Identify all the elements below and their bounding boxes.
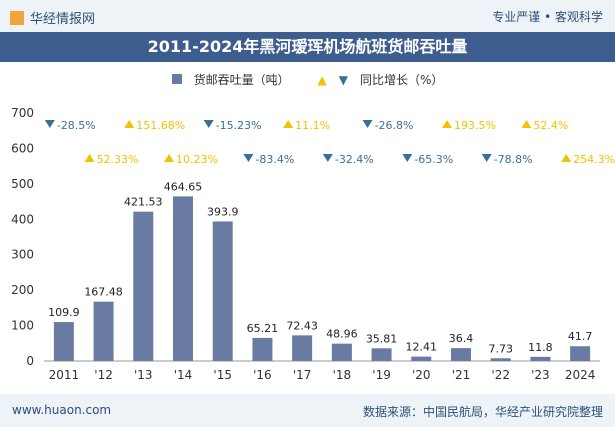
growth-down-marker (203, 120, 214, 128)
growth-up-marker (283, 120, 294, 128)
chart-title: 2011-2024年黑河瑷珲机场航班货邮吞吐量 (0, 32, 615, 62)
growth-label: -28.5% (57, 119, 96, 132)
y-tick-label: 400 (11, 212, 34, 226)
bar-value-label: 36.4 (449, 332, 474, 345)
x-tick-label: '13 (134, 368, 153, 382)
brand-logo-icon (10, 11, 24, 25)
growth-label: 193.5% (454, 119, 496, 132)
x-tick-label: '22 (491, 368, 510, 382)
growth-down-marker (362, 120, 373, 128)
bar (451, 348, 471, 361)
bar (292, 335, 313, 361)
bar-value-label: 72.43 (286, 319, 318, 332)
bar-value-label: 35.81 (366, 332, 398, 345)
bar-value-label: 7.73 (488, 342, 513, 355)
bar-value-label: 421.53 (124, 196, 163, 209)
bar (411, 356, 432, 361)
growth-label: 254.3% (573, 153, 615, 166)
bar (133, 211, 154, 361)
growth-label: -15.23% (216, 119, 262, 132)
x-tick-label: '20 (412, 368, 431, 382)
legend-item-volume: 货邮吞吐量（吨） (166, 71, 296, 88)
growth-label: 52.4% (533, 119, 568, 132)
bar (53, 322, 74, 361)
growth-down-marker (243, 154, 254, 162)
growth-label: 151.68% (136, 119, 185, 132)
bar-value-label: 12.41 (406, 341, 438, 354)
growth-up-marker (442, 120, 452, 128)
bar-value-label: 48.96 (326, 328, 358, 341)
y-tick-label: 700 (11, 106, 34, 120)
brand[interactable]: 华经情报网 (10, 8, 95, 27)
x-tick-label: 2011 (49, 368, 80, 382)
bar (490, 358, 511, 361)
growth-label: -78.8% (494, 153, 533, 166)
bar (93, 301, 114, 361)
x-tick-label: '21 (452, 368, 471, 382)
bar-value-label: 109.9 (48, 306, 80, 319)
x-tick-label: '15 (213, 368, 232, 382)
growth-label: -65.3% (414, 153, 453, 166)
footer-source: 数据来源：中国民航局，华经产业研究院整理 (362, 405, 603, 419)
x-tick-label: '23 (531, 368, 550, 382)
growth-label: 11.1% (295, 119, 330, 132)
x-tick-label: '18 (333, 368, 352, 382)
chart-plot: 0 100 200 300 400 500 600 700 109.9 2011 -28.5% 167… (11, 106, 615, 382)
y-tick-label: 0 (26, 354, 34, 368)
bar (173, 196, 193, 361)
x-tick-label: '16 (253, 368, 272, 382)
growth-label: -32.4% (335, 153, 374, 166)
bar-value-label: 464.65 (164, 180, 203, 193)
footer: www.huaon.com 数据来源：中国民航局，华经产业研究院整理 (0, 394, 615, 427)
growth-label: -26.8% (375, 119, 414, 132)
x-tick-label: '19 (372, 368, 391, 382)
bar (371, 348, 392, 361)
bar (252, 337, 273, 361)
y-tick-label: 500 (11, 177, 34, 191)
growth-label: 52.33% (97, 153, 139, 166)
legend-bar-swatch (171, 74, 182, 84)
legend-triangle-up-icon: ▲ (317, 73, 327, 87)
x-tick-label: '14 (174, 368, 193, 382)
x-tick-label: '12 (94, 368, 113, 382)
growth-down-marker (402, 154, 413, 162)
bar (530, 356, 551, 361)
growth-up-marker (124, 120, 135, 128)
brand-name: 华经情报网 (30, 12, 96, 27)
bar-value-label: 11.8 (528, 341, 553, 354)
growth-down-marker (481, 154, 492, 162)
growth-label: 10.23% (176, 153, 218, 166)
growth-up-marker (521, 120, 532, 128)
bar-value-label: 167.48 (84, 286, 123, 299)
y-tick-label: 200 (11, 283, 34, 297)
bar (331, 343, 352, 361)
y-tick-label: 300 (11, 248, 34, 262)
legend-item-growth: ▲ ▼ 同比增长（%） (317, 73, 444, 87)
bar-value-label: 393.9 (207, 205, 239, 218)
growth-label: -83.4% (255, 153, 294, 166)
growth-up-marker (84, 154, 95, 162)
legend-triangle-down-icon: ▼ (338, 73, 348, 87)
bar (570, 346, 591, 361)
growth-down-marker (44, 120, 55, 128)
bar-value-label: 65.21 (247, 322, 279, 335)
y-tick-label: 100 (11, 319, 34, 333)
x-tick-label: '17 (293, 368, 312, 382)
bar-value-label: 41.7 (568, 330, 593, 343)
y-tick-label: 600 (11, 141, 34, 155)
growth-up-marker (561, 154, 572, 162)
growth-down-marker (322, 154, 333, 162)
x-tick-label: 2024 (565, 368, 596, 382)
footer-website[interactable]: www.huaon.com (12, 403, 112, 417)
legend: 货邮吞吐量（吨） ▲ ▼ 同比增长（%） (0, 71, 615, 88)
tagline: 专业严谨 • 客观科学 (492, 10, 603, 24)
bar (212, 221, 233, 361)
growth-up-marker (164, 154, 174, 162)
top-bar: 华经情报网 专业严谨 • 客观科学 (0, 0, 615, 32)
